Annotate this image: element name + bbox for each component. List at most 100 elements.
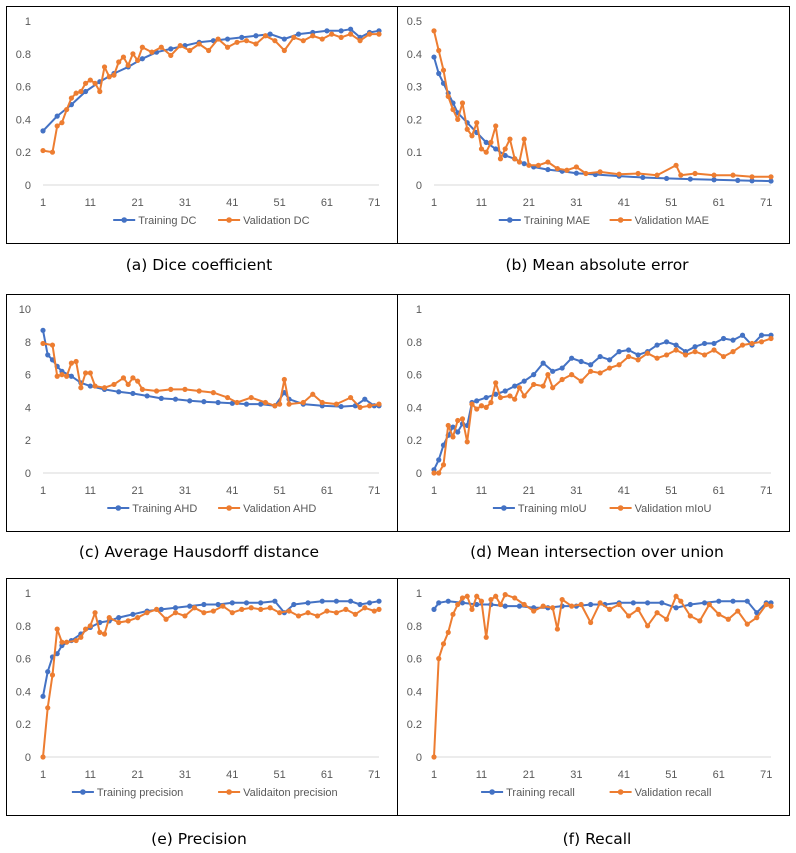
recall-training-point <box>730 598 736 604</box>
precision-validation-point <box>220 603 226 609</box>
precision-validation-point <box>106 615 112 621</box>
dice-validation-point <box>253 41 259 47</box>
dice-validation-point <box>158 44 164 50</box>
mae-validation-point <box>554 166 561 172</box>
dice-ytick-label: 0.4 <box>16 114 31 126</box>
recall-validation-point <box>768 603 774 609</box>
mae-training-point <box>573 170 579 176</box>
ahd-validation-point <box>310 391 316 397</box>
precision-validation-point <box>295 613 302 619</box>
recall-training-point <box>659 600 665 606</box>
mae-validation-point <box>455 116 461 122</box>
precision-validation-point <box>286 608 292 614</box>
dice-xtick-label: 51 <box>273 197 285 209</box>
mae-validation-line <box>433 30 771 178</box>
miou-training-point <box>550 368 556 374</box>
mae-training-point <box>768 178 774 184</box>
chart-panel-recall: 0 0.2 0.4 0.6 0.8 1 1 11 21 31 41 51 61 71 Training re… <box>397 578 790 816</box>
mae-xtick-label: 51 <box>665 197 677 209</box>
ahd-validation-point <box>348 394 354 401</box>
recall-training-point <box>630 600 636 606</box>
miou-validation-point <box>607 365 613 371</box>
miou-training-point <box>607 357 613 363</box>
miou-validation-point <box>616 362 622 368</box>
miou-validation-point <box>758 339 765 345</box>
precision-xtick-label: 11 <box>85 769 96 781</box>
chart-panel-miou: 0 0.2 0.4 0.6 0.8 1 1 11 21 31 41 51 61 71 Training mI… <box>397 294 790 532</box>
ahd-training-point <box>243 401 250 407</box>
precision-validation-point <box>59 639 65 645</box>
miou-xtick-label: 11 <box>476 485 487 497</box>
mae-legend-validation-marker <box>617 217 624 223</box>
miou-validation-point <box>673 347 679 353</box>
recall-validation-point <box>654 610 660 616</box>
ahd-validation-point <box>49 342 56 348</box>
precision-training-point <box>45 669 51 675</box>
ahd-validation-point <box>366 403 373 409</box>
recall-validation-line <box>433 593 772 758</box>
ahd-training-point <box>158 395 164 401</box>
dice-validation-point <box>291 34 297 40</box>
caption-ahd: (c) Average Hausdorff distance <box>78 543 320 561</box>
dice-validation-point <box>177 43 183 49</box>
mae-training-point <box>521 161 527 167</box>
mae-training-point <box>431 54 437 60</box>
dice-training-point <box>54 113 60 119</box>
precision-validation-point <box>182 613 188 619</box>
recall-ytick-label: 0 <box>416 752 422 764</box>
recall-validation-point <box>663 616 670 622</box>
ahd-validation-point <box>182 386 188 392</box>
precision-validation-point <box>153 606 160 612</box>
mae-validation-point <box>464 126 470 132</box>
mae-validation-point <box>654 172 660 178</box>
recall-validation-point <box>588 619 594 626</box>
recall-validation-point <box>497 601 504 608</box>
recall-validation-point <box>716 611 722 617</box>
miou-validation-point <box>559 376 565 383</box>
ahd-validation-point <box>224 394 231 401</box>
miou-validation-point <box>730 349 736 355</box>
recall-xtick-label: 41 <box>618 769 630 781</box>
dice-validation-point <box>120 54 127 60</box>
miou-training-point <box>654 342 660 348</box>
mae-validation-point <box>474 120 480 126</box>
miou-validation-point <box>459 416 466 422</box>
recall-training-point <box>644 600 651 606</box>
mae-ytick-label: 0.3 <box>407 82 422 94</box>
miou-training-point <box>635 352 641 358</box>
precision-xtick-label: 21 <box>132 769 144 781</box>
dice-legend-training-marker <box>121 217 127 223</box>
miou-validation-point <box>626 353 632 360</box>
mae-ytick-label: 0.5 <box>407 16 422 28</box>
recall-ytick-label: 1 <box>416 588 422 600</box>
recall-legend-validation-marker <box>617 789 624 795</box>
recall-validation-point <box>754 615 760 621</box>
recall-legend-training-label: Training recall <box>506 787 575 799</box>
miou-training-point <box>720 335 727 342</box>
ahd-validation-point <box>78 385 84 391</box>
mae-training-point <box>493 146 499 152</box>
precision-validation-point <box>248 605 254 611</box>
mae-validation-point <box>711 172 717 178</box>
ahd-ytick-label: 0 <box>25 468 31 480</box>
miou-validation-point <box>436 470 442 476</box>
recall-ytick-label: 0.4 <box>407 686 422 698</box>
precision-training-point <box>272 598 278 604</box>
precision-validation-point <box>239 606 245 612</box>
miou-legend-validation-marker <box>617 505 624 511</box>
miou-validation-point <box>431 470 437 476</box>
dice-validation-point <box>366 31 373 37</box>
precision-validation-point <box>92 610 98 616</box>
miou-validation-point <box>682 352 689 358</box>
ahd-ytick-label: 6 <box>25 370 31 382</box>
ahd-validation-point <box>319 399 325 406</box>
dice-validation-point <box>281 47 287 54</box>
mae-training-point <box>545 166 551 173</box>
precision-validation-point <box>64 639 70 645</box>
dice-training-point <box>253 33 259 39</box>
recall-validation-point <box>512 595 518 601</box>
ahd-validation-point <box>125 381 131 388</box>
ahd-ytick-label: 10 <box>19 304 31 316</box>
dice-training-point <box>324 28 330 34</box>
